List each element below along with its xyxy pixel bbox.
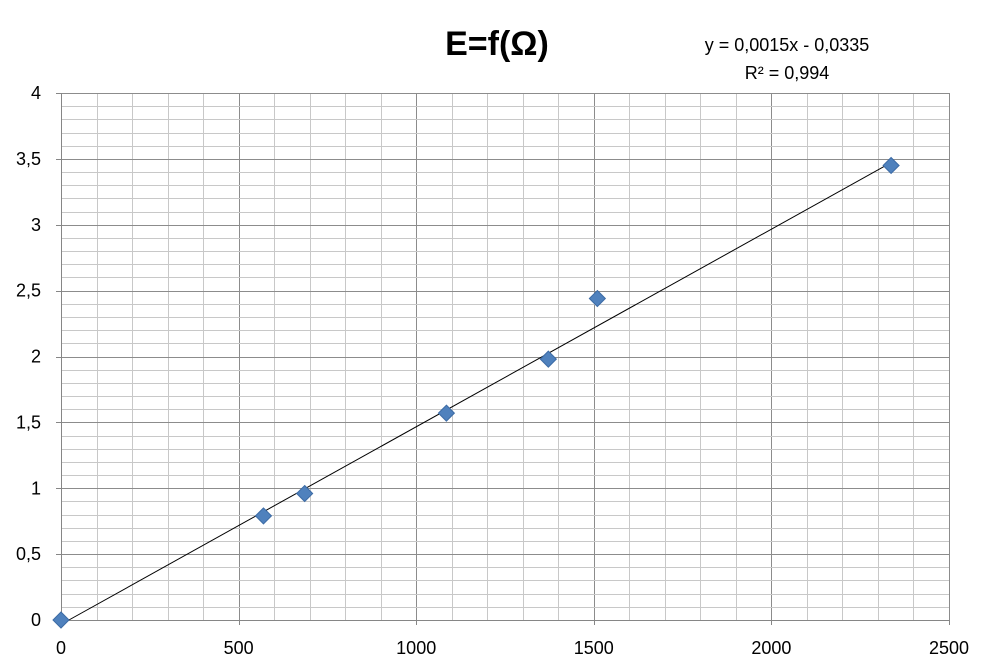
x-tick-label: 0 (56, 638, 66, 658)
data-points (52, 156, 900, 629)
data-point (882, 156, 900, 175)
data-point (588, 289, 607, 308)
y-tick-label: 0 (31, 610, 41, 630)
trendline (68, 162, 892, 621)
data-point (437, 404, 456, 422)
data-point (295, 484, 314, 503)
x-tick-label: 1000 (396, 638, 436, 658)
trendline-equation: y = 0,0015x - 0,0335 (705, 35, 870, 55)
data-point (52, 611, 70, 629)
data-point (539, 350, 558, 368)
y-tick-label: 1,5 (16, 412, 41, 432)
y-tick-label: 3,5 (16, 149, 41, 169)
y-tick-label: 4 (31, 83, 41, 103)
axes (56, 93, 950, 625)
y-tick-label: 0,5 (16, 544, 41, 564)
y-tick-label: 1 (31, 478, 41, 498)
x-tick-label: 2500 (929, 638, 969, 658)
tick-labels: 0 500 1000 1500 2000 2500 0 0,5 1 1,5 2 2,5 3 3,5 4 (16, 83, 969, 658)
trendline-path (68, 162, 892, 621)
data-point (254, 507, 273, 525)
grid (61, 93, 950, 620)
y-tick-label: 2 (31, 347, 41, 367)
y-tick-label: 3 (31, 215, 41, 235)
x-tick-label: 500 (224, 638, 254, 658)
y-tick-label: 2,5 (16, 281, 41, 301)
x-tick-label: 2000 (751, 638, 791, 658)
trendline-r-squared: R² = 0,994 (745, 63, 830, 83)
chart-title: E=f(Ω) (445, 25, 549, 63)
x-tick-label: 1500 (574, 638, 614, 658)
